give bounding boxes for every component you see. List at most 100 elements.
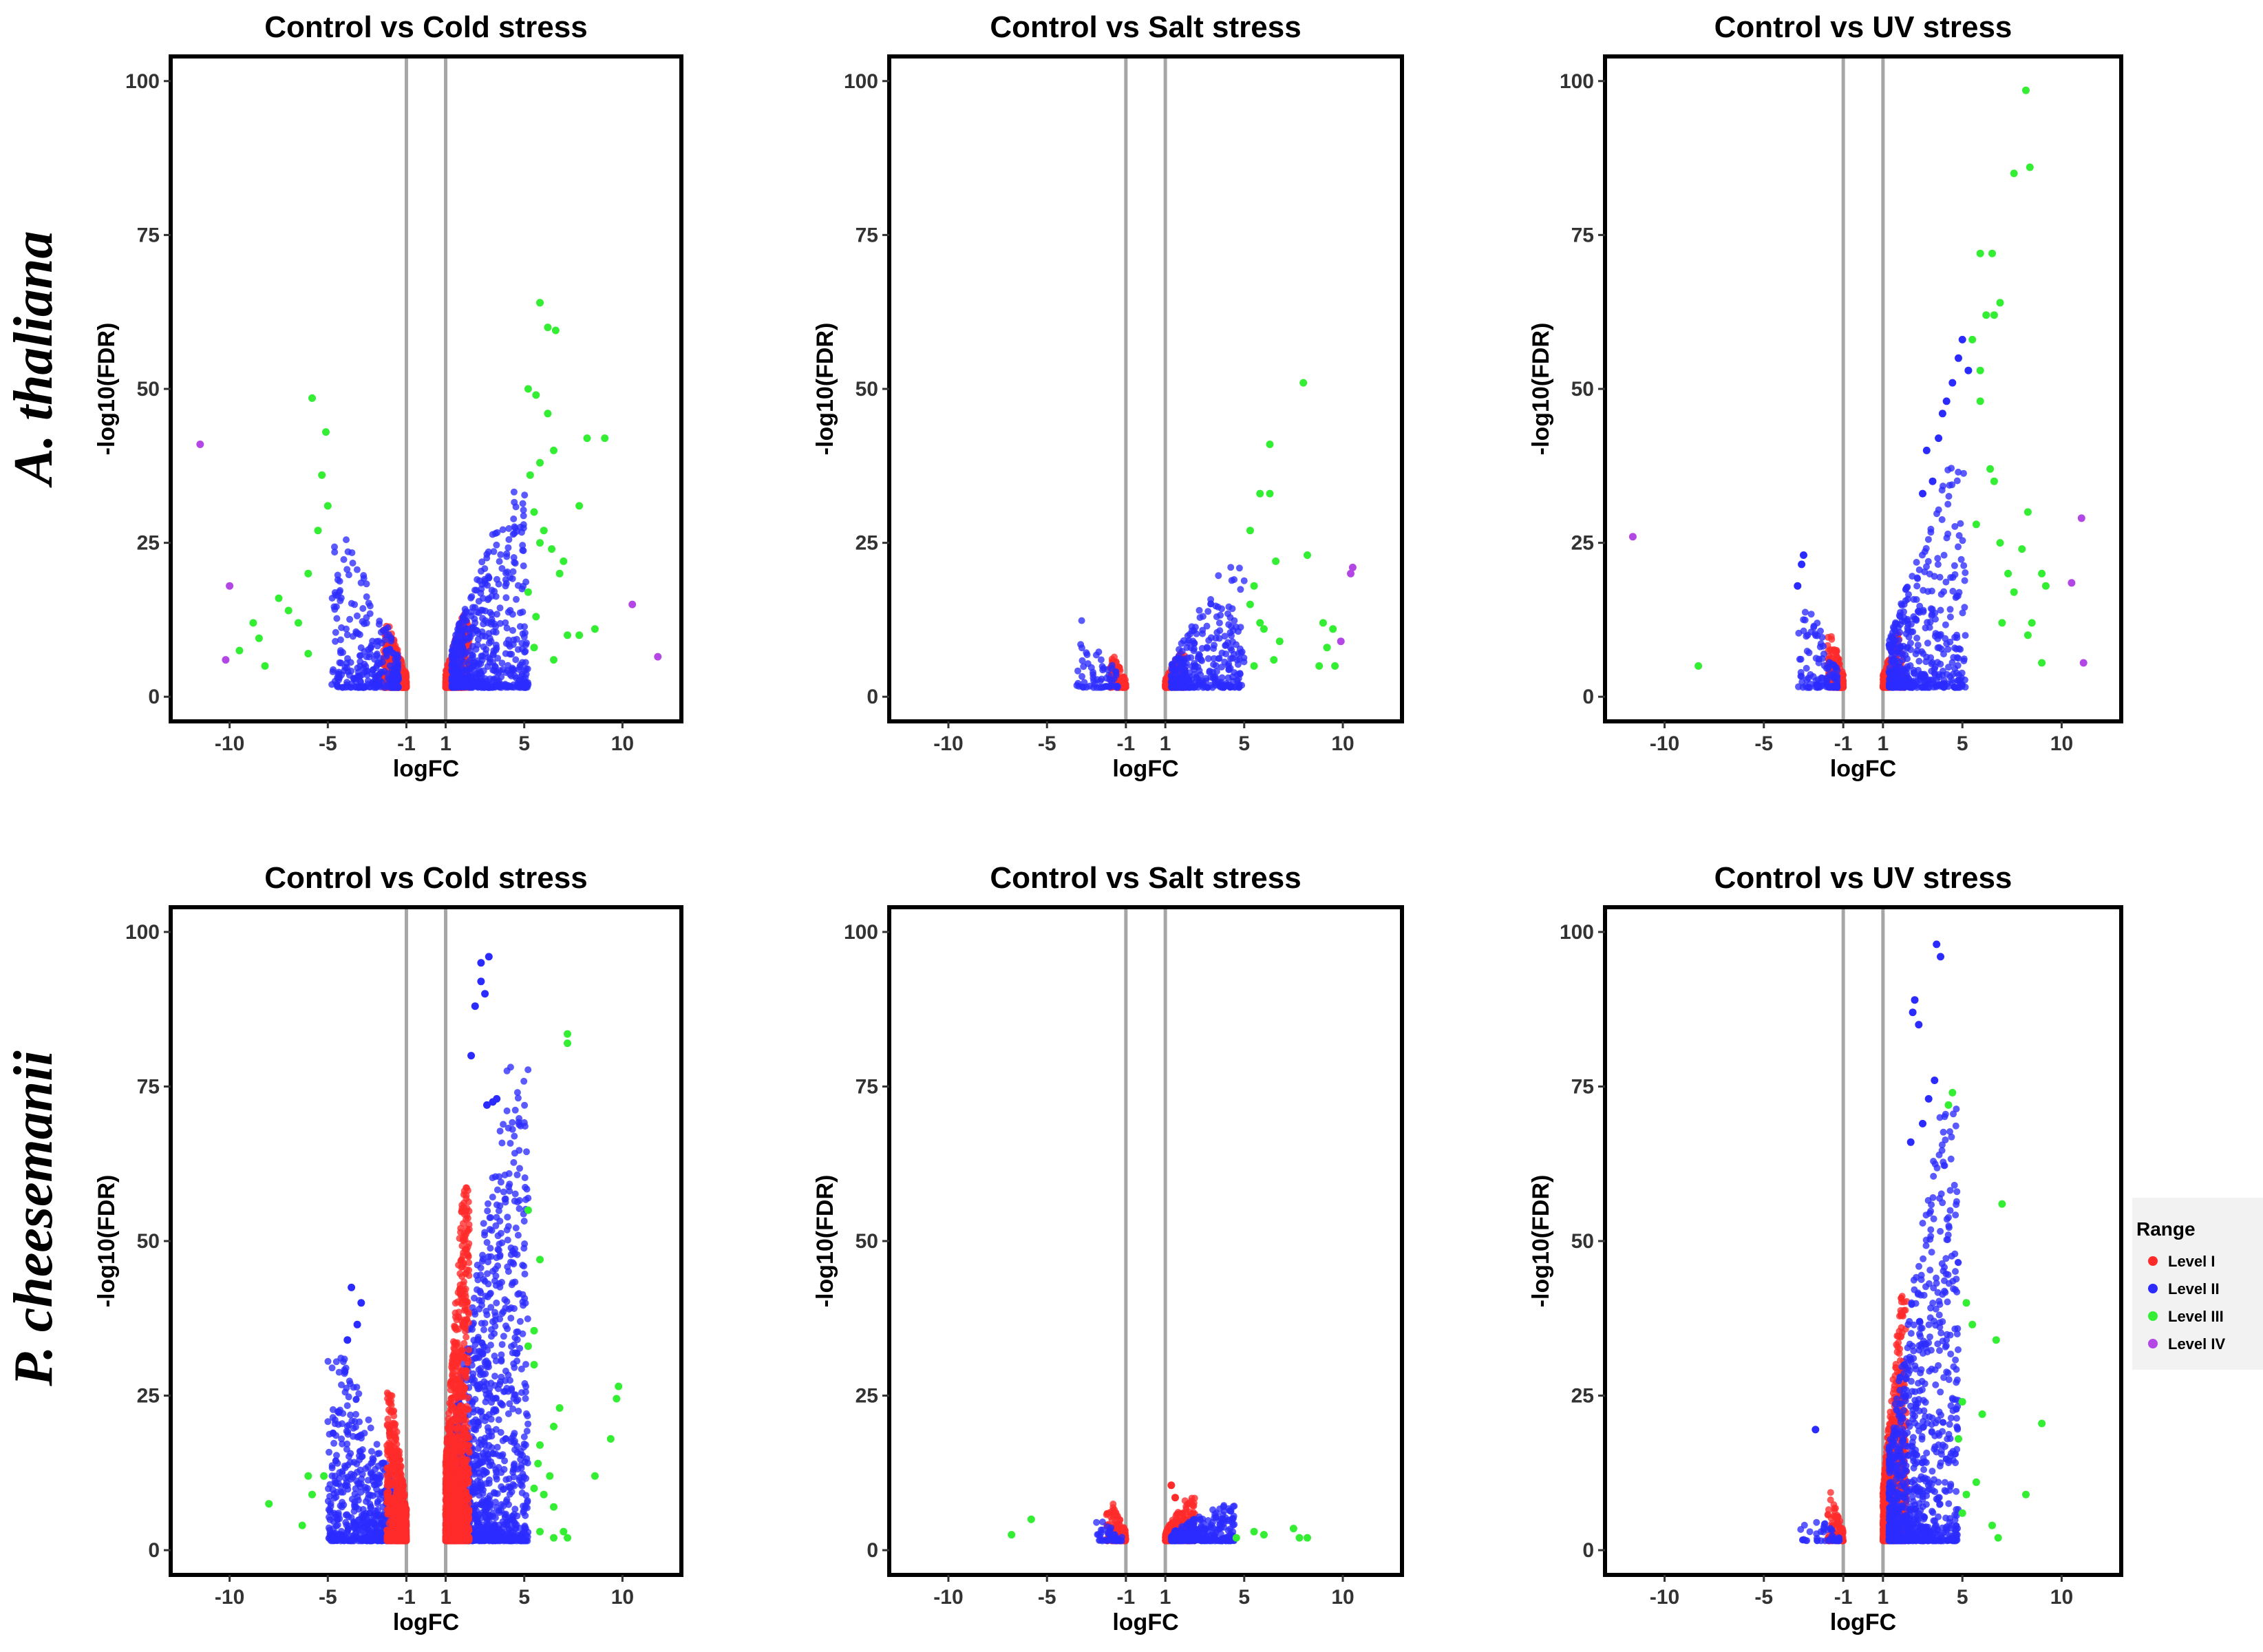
data-point xyxy=(512,503,520,511)
data-point xyxy=(346,1452,352,1460)
data-point xyxy=(1948,379,1957,387)
data-point xyxy=(385,1537,392,1545)
data-point xyxy=(502,582,509,590)
data-point xyxy=(360,1533,368,1540)
data-point xyxy=(352,1396,360,1404)
y-tick-label: 0 xyxy=(867,686,878,708)
data-point xyxy=(1203,644,1211,651)
data-point xyxy=(1800,551,1807,559)
data-point xyxy=(1913,558,1920,566)
data-point xyxy=(486,659,493,666)
data-point xyxy=(402,1508,410,1516)
data-point xyxy=(1190,645,1198,653)
data-point xyxy=(1823,683,1830,690)
data-point xyxy=(502,681,509,688)
data-point xyxy=(467,684,474,691)
data-point xyxy=(654,653,662,661)
data-point xyxy=(509,575,516,582)
data-point xyxy=(1079,657,1086,664)
data-point xyxy=(2077,514,2085,522)
data-point xyxy=(1078,644,1085,652)
data-point xyxy=(366,602,374,610)
data-point xyxy=(376,660,383,668)
data-point xyxy=(503,550,511,558)
data-point xyxy=(1960,469,1967,477)
data-point xyxy=(355,1390,363,1397)
data-point xyxy=(1813,682,1820,690)
data-point xyxy=(399,1500,407,1507)
data-point xyxy=(511,559,518,566)
data-point xyxy=(1815,659,1823,666)
data-point xyxy=(1246,527,1254,535)
data-point xyxy=(366,610,374,617)
data-point xyxy=(2041,582,2050,590)
data-point xyxy=(1094,676,1101,684)
data-point xyxy=(485,574,493,582)
data-point xyxy=(1196,606,1203,614)
data-point xyxy=(493,541,500,549)
data-point xyxy=(1913,617,1920,624)
data-point xyxy=(521,1174,529,1181)
data-point xyxy=(401,1492,408,1500)
data-point xyxy=(2010,588,2018,596)
data-point xyxy=(1266,441,1274,448)
data-point xyxy=(1204,655,1212,662)
data-point xyxy=(371,655,379,663)
data-point xyxy=(384,1477,392,1485)
data-point xyxy=(521,491,529,499)
x-tick-label: -5 xyxy=(1754,732,1773,755)
data-point xyxy=(1180,655,1188,663)
y-axis-title: -log10(FDR) xyxy=(812,323,838,456)
data-point xyxy=(391,1444,399,1452)
data-point xyxy=(1074,679,1082,687)
data-point xyxy=(332,1457,339,1465)
data-point xyxy=(360,575,368,582)
data-point xyxy=(469,630,476,637)
data-point xyxy=(1962,632,1969,639)
data-point xyxy=(1935,434,1943,443)
data-point xyxy=(496,558,503,565)
data-point xyxy=(1924,639,1931,647)
data-point xyxy=(395,1520,403,1527)
data-point xyxy=(1329,625,1337,633)
data-point xyxy=(1228,632,1235,639)
row-label-p-cheesemanii: P. cheesemanii xyxy=(3,1050,64,1386)
data-point xyxy=(329,1429,337,1437)
data-point xyxy=(1820,650,1827,657)
data-point xyxy=(335,1408,343,1415)
data-point xyxy=(456,681,463,689)
data-point xyxy=(1201,683,1209,690)
data-point xyxy=(1893,668,1901,676)
data-point xyxy=(1800,616,1807,624)
data-point xyxy=(1959,537,1966,544)
data-point xyxy=(476,609,482,617)
data-point xyxy=(459,648,467,656)
data-point xyxy=(333,1537,341,1545)
data-point xyxy=(477,660,485,668)
data-point xyxy=(550,446,557,454)
data-point xyxy=(1953,593,1960,600)
data-point xyxy=(348,684,355,691)
data-point xyxy=(519,547,527,554)
data-point xyxy=(591,625,599,633)
data-point xyxy=(339,1420,346,1428)
y-tick-label: 75 xyxy=(1571,224,1594,246)
data-point xyxy=(332,1493,340,1501)
data-point xyxy=(2010,169,2018,178)
data-point xyxy=(1919,551,1926,559)
data-point xyxy=(1953,669,1960,677)
data-point xyxy=(367,1492,374,1499)
data-point xyxy=(478,653,486,660)
x-tick-label: -1 xyxy=(1117,732,1136,755)
data-point xyxy=(555,569,564,578)
data-point xyxy=(1074,667,1081,675)
y-tick-label: 50 xyxy=(137,378,160,401)
data-point xyxy=(1913,582,1921,590)
data-point xyxy=(536,458,544,467)
data-point xyxy=(392,655,399,663)
y-tick-label: 25 xyxy=(137,532,160,555)
data-point xyxy=(548,545,556,553)
